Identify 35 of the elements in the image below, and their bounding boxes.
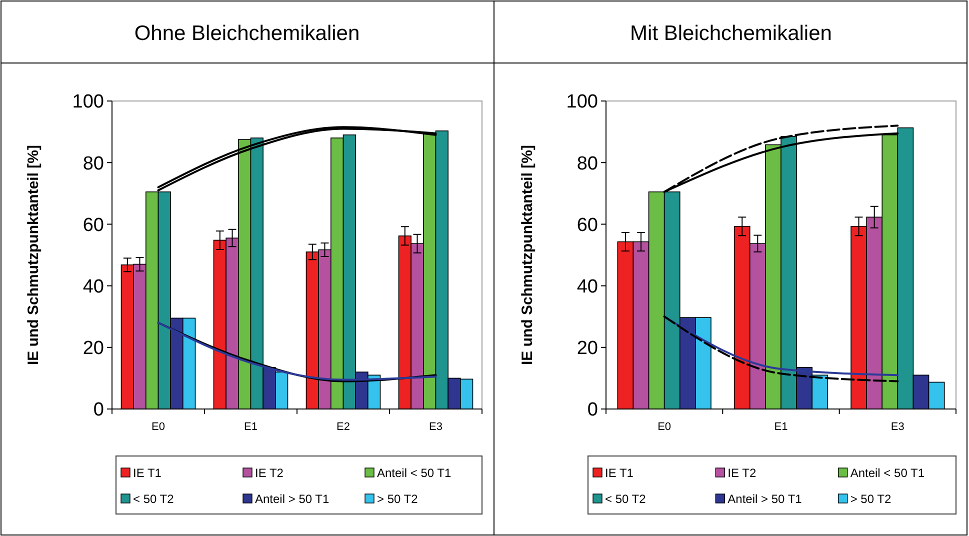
y-tick-label: 40 bbox=[82, 276, 104, 298]
y-tick-label: 60 bbox=[576, 214, 598, 236]
chart-title: Ohne Bleichchemikalien bbox=[134, 22, 360, 45]
legend-label: IE T2 bbox=[255, 466, 284, 480]
y-tick-label: 80 bbox=[82, 153, 104, 174]
x-tick-label: E0 bbox=[658, 421, 672, 433]
y-tick-label: 40 bbox=[576, 276, 598, 298]
y-tick-label: 20 bbox=[576, 338, 598, 360]
y-tick-label: 60 bbox=[82, 214, 104, 236]
legend-label: < 50 T2 bbox=[605, 492, 646, 506]
y-axis-title: IE und Schmutzpunktanteil [%] bbox=[25, 145, 42, 365]
x-tick-label: E1 bbox=[244, 421, 258, 433]
legend-label: Anteil < 50 T1 bbox=[850, 466, 925, 480]
legend-label: IE T1 bbox=[605, 466, 634, 480]
y-tick-label: 20 bbox=[82, 338, 104, 360]
legend-label: > 50 T2 bbox=[377, 492, 418, 506]
x-tick-label: E2 bbox=[336, 421, 350, 433]
legend-label: Anteil > 50 T1 bbox=[255, 492, 330, 506]
y-tick-label: 0 bbox=[93, 400, 104, 421]
x-tick-label: E0 bbox=[152, 421, 165, 433]
x-tick-label: E3 bbox=[890, 421, 904, 433]
legend-label: < 50 T2 bbox=[133, 492, 174, 506]
legend-label: IE T2 bbox=[728, 466, 756, 480]
y-tick-label: 0 bbox=[587, 400, 598, 421]
legend-label: > 50 T2 bbox=[850, 492, 892, 506]
y-tick-label: 100 bbox=[566, 92, 598, 113]
x-tick-label: E1 bbox=[774, 421, 788, 433]
y-axis-title: IE und Schmutzpunktanteil [%] bbox=[519, 145, 536, 365]
y-tick-label: 80 bbox=[576, 153, 598, 174]
legend-label: IE T1 bbox=[133, 466, 162, 480]
y-tick-label: 100 bbox=[72, 92, 104, 113]
x-tick-label: E3 bbox=[429, 421, 442, 433]
legend-label: Anteil < 50 T1 bbox=[377, 466, 452, 480]
chart-title: Mit Bleichchemikalien bbox=[630, 22, 832, 45]
legend-label: Anteil > 50 T1 bbox=[728, 492, 802, 506]
